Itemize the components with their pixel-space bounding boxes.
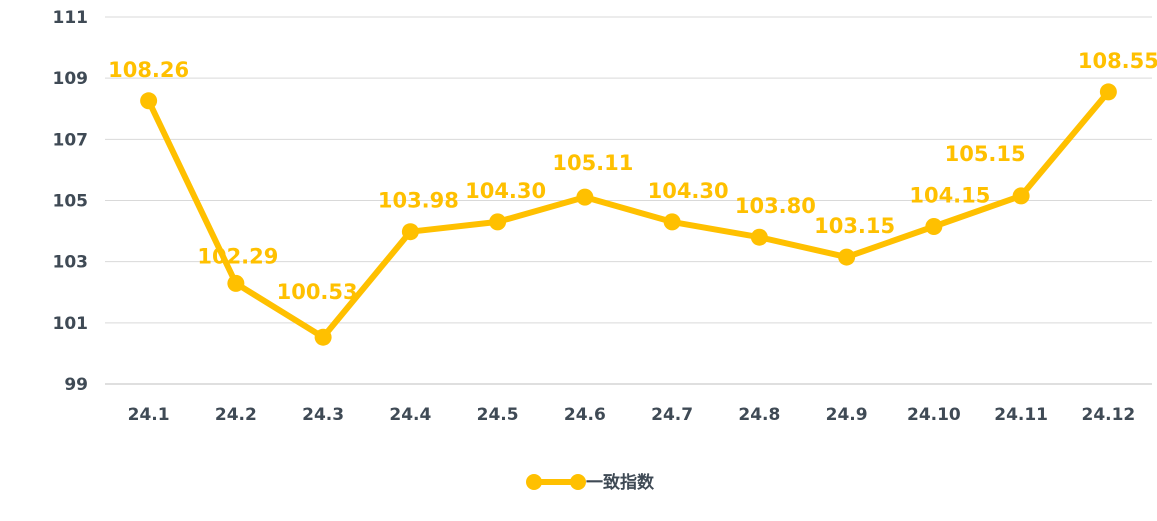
data-point xyxy=(401,223,419,241)
series-layer xyxy=(140,83,1117,346)
series-line xyxy=(145,88,1112,341)
data-label: 103.98 xyxy=(378,189,459,213)
legend: 一致指数 xyxy=(526,472,655,493)
data-label: 103.80 xyxy=(735,194,816,218)
data-label: 108.26 xyxy=(108,58,189,82)
data-point xyxy=(314,328,332,346)
y-axis: 99 101 103 105 107 109 111 xyxy=(53,8,89,395)
data-point xyxy=(1012,187,1030,205)
x-tick-label: 24.12 xyxy=(1081,405,1135,425)
data-label: 105.15 xyxy=(945,142,1026,166)
x-tick-label: 24.6 xyxy=(564,405,606,425)
x-tick-label: 24.9 xyxy=(826,405,868,425)
y-tick-label: 107 xyxy=(53,130,89,150)
legend-marker xyxy=(526,474,542,490)
data-point xyxy=(925,217,943,235)
y-tick-label: 103 xyxy=(53,253,89,273)
x-tick-label: 24.4 xyxy=(389,405,431,425)
x-tick-label: 24.7 xyxy=(651,405,693,425)
y-tick-label: 99 xyxy=(64,375,88,395)
data-label: 104.30 xyxy=(648,179,729,203)
y-tick-label: 111 xyxy=(53,8,89,28)
x-tick-label: 24.1 xyxy=(128,405,170,425)
y-tick-label: 105 xyxy=(53,192,89,212)
data-point xyxy=(140,92,158,110)
x-tick-label: 24.5 xyxy=(477,405,519,425)
legend-label: 一致指数 xyxy=(586,472,655,493)
x-tick-label: 24.3 xyxy=(302,405,344,425)
data-point xyxy=(1099,83,1117,101)
data-label: 100.53 xyxy=(277,280,358,304)
data-label: 108.55 xyxy=(1078,49,1157,73)
data-label: 105.11 xyxy=(552,151,633,175)
x-tick-label: 24.11 xyxy=(994,405,1048,425)
data-label: 104.15 xyxy=(909,183,990,207)
data-point xyxy=(227,274,245,292)
x-tick-label: 24.8 xyxy=(738,405,780,425)
data-point xyxy=(838,248,856,266)
y-tick-label: 109 xyxy=(53,69,89,89)
data-label: 103.15 xyxy=(814,214,895,238)
data-point xyxy=(750,228,768,246)
data-label: 102.29 xyxy=(197,244,278,268)
data-label: 104.30 xyxy=(465,179,546,203)
x-tick-label: 24.2 xyxy=(215,405,257,425)
y-tick-label: 101 xyxy=(53,314,89,334)
legend-marker xyxy=(570,474,586,490)
data-point xyxy=(489,213,507,231)
grid-lines xyxy=(105,16,1152,385)
x-tick-label: 24.10 xyxy=(907,405,961,425)
x-axis: 24.1 24.2 24.3 24.4 24.5 24.6 24.7 24.8 24.9 24.1… xyxy=(128,405,1136,425)
data-point xyxy=(576,188,594,206)
data-point xyxy=(663,213,681,231)
